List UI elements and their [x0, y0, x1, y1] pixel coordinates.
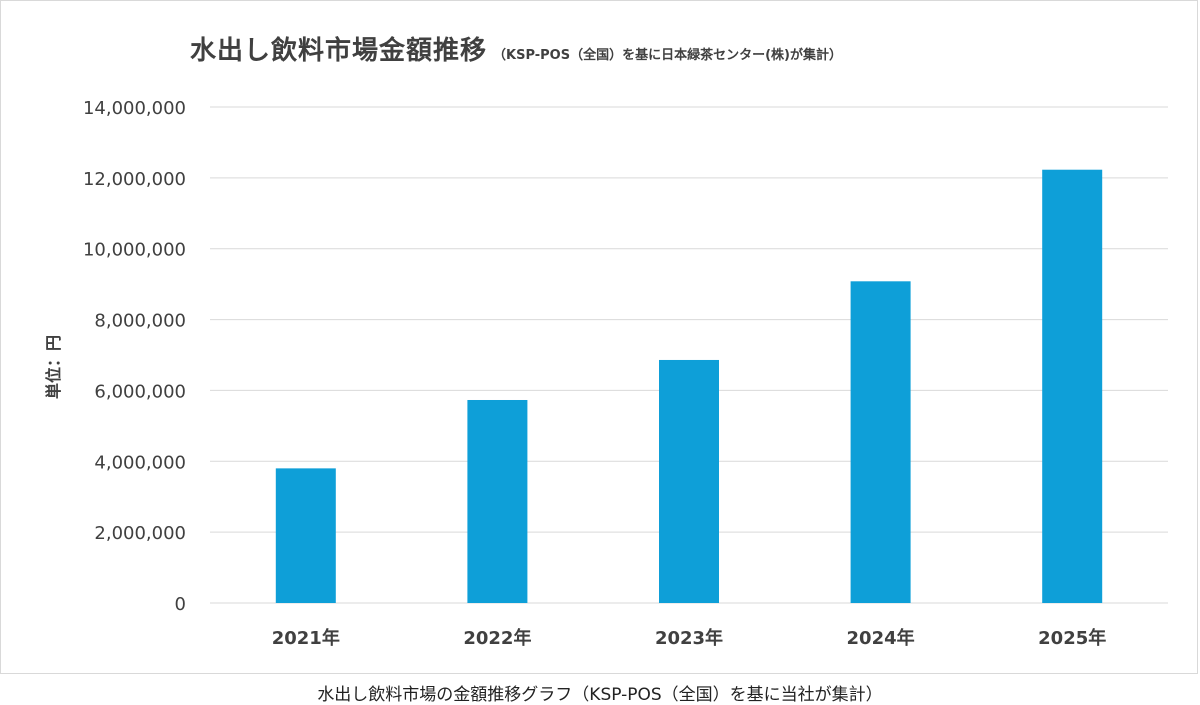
bar-chart-plot: 0 2,000,000 4,000,000 6,000,000 8,000,000 10,… [83, 98, 1168, 649]
figure-caption: 水出し飲料市場の金額推移グラフ（KSP-POS（全国）を基に当社が集計） [317, 685, 883, 705]
bars [275, 169, 1103, 604]
chart-title-row: 水出し飲料市場金額推移 （KSP-POS（全国）を基に日本緑茶センター(株)が集計… [190, 30, 842, 67]
chart-title: 水出し飲料市場金額推移 [190, 36, 488, 66]
y-tick-label: 12,000,000 [83, 169, 186, 190]
chart-frame [0, 0, 1198, 674]
y-tick-label: 0 [175, 594, 186, 615]
bar [275, 468, 336, 603]
y-tick-label: 4,000,000 [94, 452, 186, 473]
bar [850, 281, 911, 603]
x-tick-label: 2025年 [1038, 627, 1106, 649]
y-tick-label: 8,000,000 [94, 311, 186, 332]
y-tick-label: 10,000,000 [83, 240, 186, 261]
y-tick-label: 2,000,000 [94, 523, 186, 544]
x-tick-label: 2023年 [655, 627, 723, 649]
y-tick-labels: 0 2,000,000 4,000,000 6,000,000 8,000,000 10,… [83, 98, 186, 615]
y-tick-label: 6,000,000 [94, 381, 186, 402]
x-tick-label: 2022年 [463, 627, 531, 649]
x-tick-labels: 2021年 2022年 2023年 2024年 2025年 [272, 627, 1107, 649]
x-tick-label: 2021年 [272, 627, 340, 649]
bar [1042, 169, 1103, 604]
bar [467, 399, 528, 603]
x-tick-label: 2024年 [847, 627, 915, 649]
bar [659, 359, 719, 603]
y-tick-label: 14,000,000 [83, 98, 186, 119]
chart-subtitle: （KSP-POS（全国）を基に日本緑茶センター(株)が集計） [493, 48, 842, 63]
